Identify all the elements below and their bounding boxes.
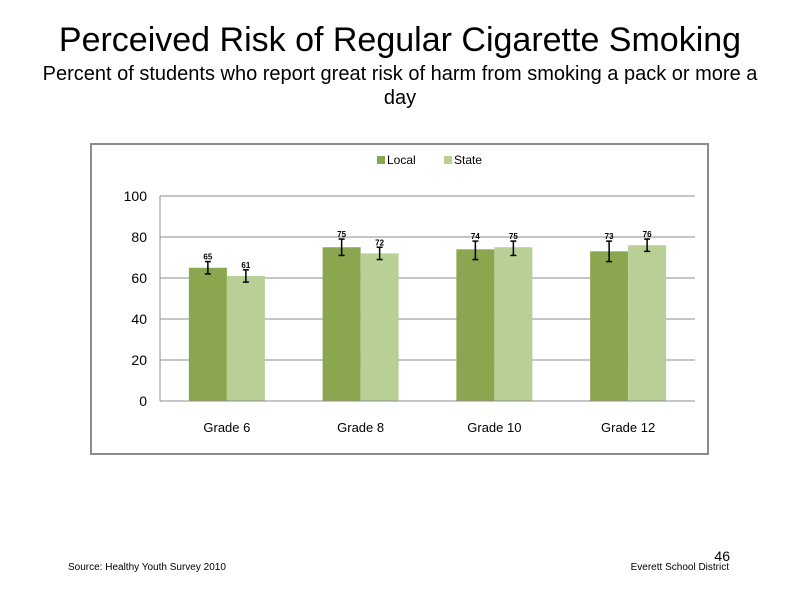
y-tick-label: 0 [139,393,147,409]
y-tick-label: 80 [131,229,147,245]
bar-state [360,253,399,401]
data-label: 61 [241,261,250,270]
x-tick-label: Grade 12 [601,420,655,435]
legend-label-state: State [454,153,482,167]
bar-local [456,249,495,401]
y-tick-label: 20 [131,352,147,368]
x-tick-label: Grade 10 [467,420,521,435]
organization-name: Everett School District [630,562,729,573]
page-number: 46 [714,548,730,564]
data-label: 72 [375,238,384,247]
slide-title: Perceived Risk of Regular Cigarette Smok… [58,21,742,59]
x-tick-label: Grade 6 [203,420,250,435]
bar-chart: 0 20 40 60 80 100 65 61 Grade 6 75 72 Grade 8 74 75 Gr… [124,153,695,435]
bar-state [628,245,667,401]
bar-local [590,251,629,401]
legend-swatch-local [377,156,385,164]
slide-subtitle: Percent of students who report great ris… [42,63,758,109]
y-tick-label: 40 [131,311,147,327]
bar-local [322,247,361,401]
legend-label-local: Local [387,153,416,167]
data-label: 65 [203,253,212,262]
data-label: 75 [509,232,518,241]
y-tick-label: 60 [131,270,147,286]
chart-frame: 0 20 40 60 80 100 65 61 Grade 6 75 72 Grade 8 74 75 Gr… [90,143,709,455]
x-tick-label: Grade 8 [337,420,384,435]
data-label: 74 [471,232,480,241]
data-label: 76 [643,230,652,239]
data-label: 75 [337,230,346,239]
legend-swatch-state [444,156,452,164]
source-note: Source: Healthy Youth Survey 2010 [68,562,226,573]
data-label: 73 [605,232,614,241]
bar-state [226,275,265,401]
y-tick-label: 100 [124,188,148,204]
bar-state [494,247,533,401]
bar-local [188,267,227,401]
